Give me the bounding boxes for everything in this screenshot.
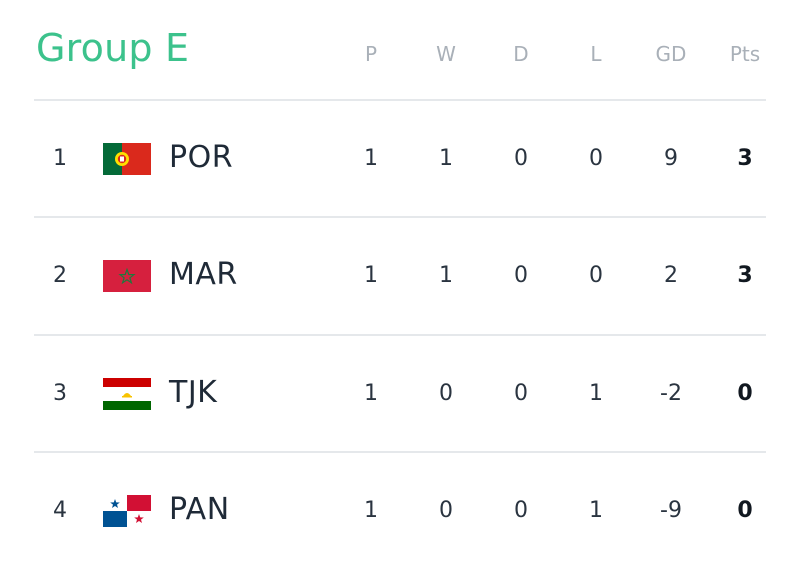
team-name: TJK xyxy=(169,375,218,410)
goal-difference-value: 2 xyxy=(664,263,678,288)
drawn-value: 0 xyxy=(514,498,528,523)
column-header-won: W xyxy=(436,42,456,66)
column-header-drawn: D xyxy=(513,42,529,66)
divider xyxy=(34,334,766,336)
rank: 4 xyxy=(53,498,67,523)
divider xyxy=(34,451,766,453)
drawn-value: 0 xyxy=(514,381,528,406)
won-value: 1 xyxy=(439,146,453,171)
table-row[interactable]: 3 TJK 1 0 0 1 -2 0 xyxy=(0,335,800,452)
team-name: PAN xyxy=(169,492,230,527)
lost-value: 1 xyxy=(589,381,603,406)
played-value: 1 xyxy=(364,146,378,171)
points-value: 3 xyxy=(737,263,753,288)
column-header-goal-difference: GD xyxy=(655,42,687,66)
lost-value: 0 xyxy=(589,263,603,288)
drawn-value: 0 xyxy=(514,146,528,171)
rank: 2 xyxy=(53,263,67,288)
played-value: 1 xyxy=(364,498,378,523)
played-value: 1 xyxy=(364,381,378,406)
divider xyxy=(34,216,766,218)
goal-difference-value: -2 xyxy=(660,381,682,406)
group-title: Group E xyxy=(36,26,190,70)
table-header: Group E P W D L GD Pts xyxy=(0,0,800,100)
column-header-points: Pts xyxy=(729,42,761,66)
table-row[interactable]: 1 POR 1 1 0 0 9 3 xyxy=(0,100,800,217)
rank: 1 xyxy=(53,146,67,171)
played-value: 1 xyxy=(364,263,378,288)
won-value: 0 xyxy=(439,381,453,406)
divider xyxy=(34,99,766,101)
drawn-value: 0 xyxy=(514,263,528,288)
team-name: MAR xyxy=(169,257,238,292)
table-row[interactable]: 2 MAR 1 1 0 0 2 3 xyxy=(0,217,800,334)
column-header-lost: L xyxy=(590,42,602,66)
table-row[interactable]: 4 PAN 1 0 0 1 -9 0 xyxy=(0,452,800,569)
points-value: 3 xyxy=(737,146,753,171)
morocco-flag-icon xyxy=(103,260,151,292)
goal-difference-value: 9 xyxy=(664,146,678,171)
lost-value: 1 xyxy=(589,498,603,523)
rank: 3 xyxy=(53,381,67,406)
tajikistan-flag-icon xyxy=(103,378,151,410)
panama-flag-icon xyxy=(103,495,151,527)
won-value: 0 xyxy=(439,498,453,523)
portugal-flag-icon xyxy=(103,143,151,175)
team-name: POR xyxy=(169,140,234,175)
group-standings-table: Group E P W D L GD Pts 1 POR 1 1 0 0 9 3… xyxy=(0,0,800,527)
won-value: 1 xyxy=(439,263,453,288)
lost-value: 0 xyxy=(589,146,603,171)
column-header-played: P xyxy=(364,42,378,66)
points-value: 0 xyxy=(737,381,753,406)
points-value: 0 xyxy=(737,498,753,523)
goal-difference-value: -9 xyxy=(660,498,682,523)
